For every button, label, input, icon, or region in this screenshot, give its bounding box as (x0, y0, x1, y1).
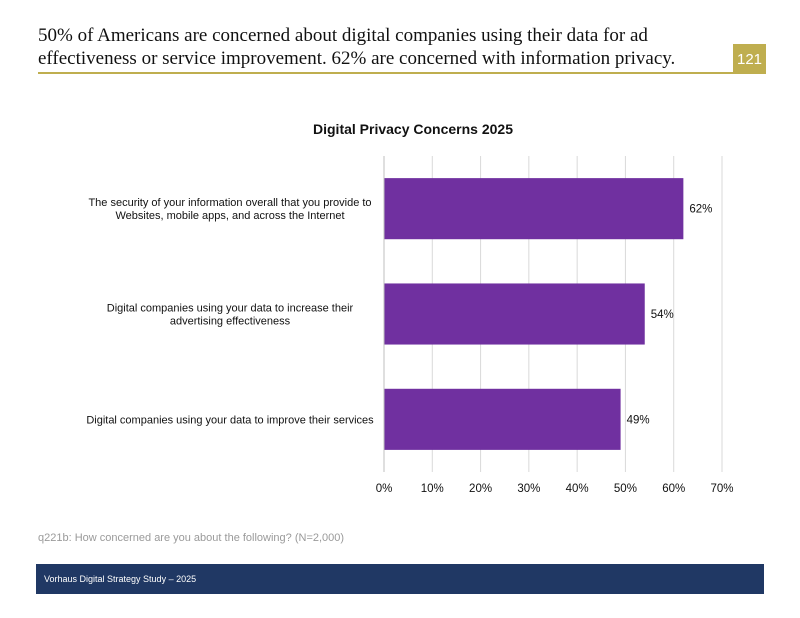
footer-text: Vorhaus Digital Strategy Study – 2025 (44, 574, 197, 584)
bar (384, 283, 645, 345)
category-label: Digital companies using your data to inc… (107, 303, 354, 315)
data-label: 49% (627, 414, 650, 426)
category-label: advertising effectiveness (170, 316, 291, 328)
data-label: 54% (651, 309, 674, 321)
survey-footnote: q221b: How concerned are you about the f… (38, 532, 345, 544)
category-label: Websites, mobile apps, and across the In… (115, 210, 344, 222)
category-label: Digital companies using your data to imp… (86, 414, 374, 426)
headline-line-1: 50% of Americans are concerned about dig… (38, 25, 648, 46)
page-number-badge: 121 (733, 44, 766, 74)
headline-line-2: effectiveness or service improvement. 62… (38, 48, 676, 69)
category-label: The security of your information overall… (88, 197, 371, 209)
x-tick-label: 70% (710, 483, 733, 495)
footer-bar: Vorhaus Digital Strategy Study – 2025 (36, 564, 764, 594)
data-label: 62% (689, 204, 712, 216)
slide-headline: 50% of Americans are concerned about dig… (38, 24, 728, 70)
x-tick-label: 30% (517, 483, 540, 495)
x-tick-label: 50% (614, 483, 637, 495)
chart-title: Digital Privacy Concerns 2025 (313, 121, 513, 137)
x-tick-label: 10% (421, 483, 444, 495)
x-tick-label: 40% (566, 483, 589, 495)
bar (384, 178, 684, 240)
bar (384, 388, 621, 450)
headline-divider (38, 72, 766, 74)
x-tick-label: 0% (376, 483, 393, 495)
x-tick-label: 20% (469, 483, 492, 495)
x-tick-label: 60% (662, 483, 685, 495)
